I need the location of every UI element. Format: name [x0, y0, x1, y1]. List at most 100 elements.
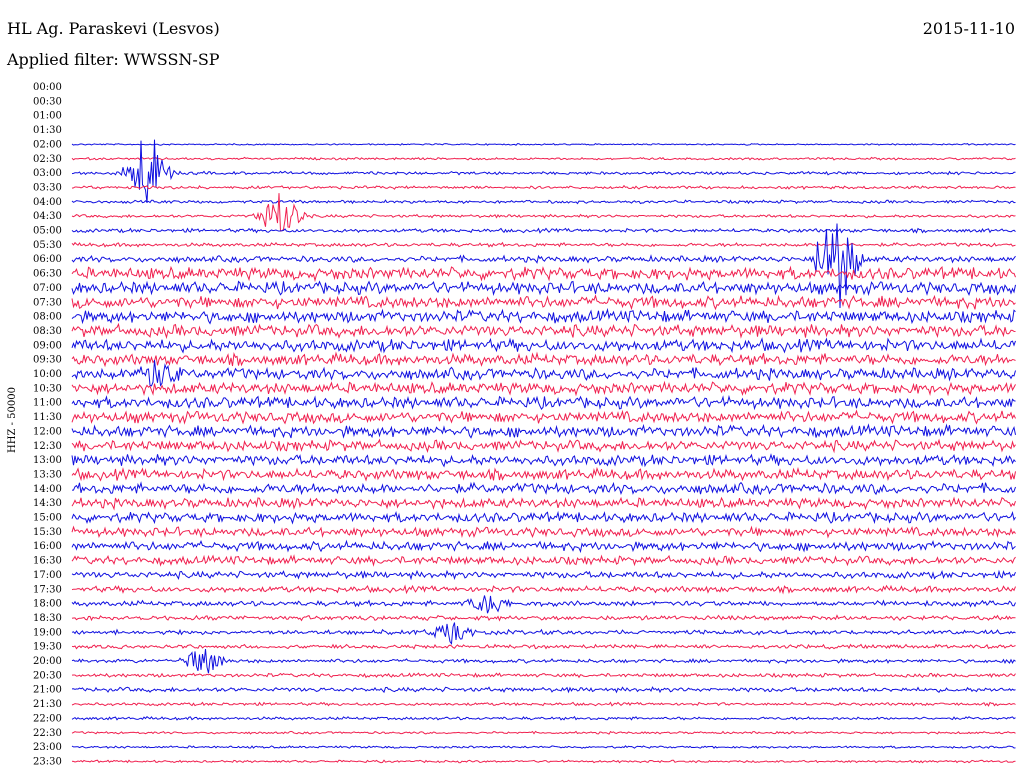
time-tick-label: 04:00 — [33, 197, 62, 208]
time-tick-label: 12:00 — [33, 426, 62, 437]
y-axis-label: HHZ - 50000 — [7, 387, 18, 453]
time-tick-label: 20:30 — [33, 670, 62, 681]
time-tick-label: 01:00 — [33, 111, 62, 122]
time-tick-label: 00:30 — [33, 96, 62, 107]
trace-row-1200 — [71, 423, 1016, 439]
time-tick-label: 18:00 — [33, 599, 62, 610]
trace-row-1600 — [71, 539, 1016, 554]
time-tick-label: 23:30 — [33, 756, 62, 767]
trace-row-1900 — [71, 622, 1016, 646]
time-tick-label: 02:00 — [33, 139, 62, 150]
trace-row-0800 — [71, 307, 1016, 325]
time-tick-label: 02:30 — [33, 154, 62, 165]
time-tick-label: 00:00 — [33, 82, 62, 93]
trace-row-1800 — [71, 595, 1016, 614]
trace-row-1430 — [71, 496, 1016, 511]
trace-row-1700 — [71, 569, 1016, 581]
trace-row-1500 — [71, 510, 1016, 525]
time-tick-label: 09:30 — [33, 355, 62, 366]
time-tick-label: 13:00 — [33, 455, 62, 466]
time-tick-label: 13:30 — [33, 469, 62, 480]
trace-row-2330 — [71, 759, 1016, 764]
time-tick-labels: 00:00 00:30 01:00 01:30 02:00 02:30 03:00 03:30… — [33, 82, 62, 767]
time-tick-label: 20:00 — [33, 656, 62, 667]
time-tick-label: 08:30 — [33, 326, 62, 337]
time-tick-label: 10:00 — [33, 369, 62, 380]
trace-row-0330 — [71, 184, 1016, 191]
trace-row-0630 — [71, 265, 1016, 283]
station-title: HL Ag. Paraskevi (Lesvos) — [7, 19, 220, 38]
trace-row-2030 — [71, 672, 1016, 679]
trace-row-1530 — [71, 525, 1016, 539]
time-tick-label: 06:30 — [33, 269, 62, 280]
trace-row-2200 — [71, 715, 1016, 721]
time-tick-label: 22:30 — [33, 728, 62, 739]
trace-row-2230 — [71, 730, 1016, 735]
trace-row-2000 — [71, 648, 1016, 674]
trace-row-1330 — [71, 466, 1016, 482]
trace-row-0730 — [71, 294, 1016, 311]
time-tick-label: 17:30 — [33, 584, 62, 595]
trace-row-0300 — [71, 139, 1016, 203]
time-tick-label: 16:30 — [33, 556, 62, 567]
trace-row-2100 — [71, 686, 1016, 694]
time-tick-label: 06:00 — [33, 254, 62, 265]
time-tick-label: 14:00 — [33, 484, 62, 495]
time-tick-label: 07:00 — [33, 283, 62, 294]
time-tick-label: 10:30 — [33, 383, 62, 394]
time-tick-label: 04:30 — [33, 211, 62, 222]
time-tick-label: 21:00 — [33, 685, 62, 696]
trace-row-0600 — [71, 223, 1016, 309]
time-tick-label: 01:30 — [33, 125, 62, 136]
trace-row-0230 — [71, 156, 1016, 161]
time-tick-label: 14:30 — [33, 498, 62, 509]
trace-row-2300 — [71, 745, 1016, 749]
time-tick-label: 17:00 — [33, 570, 62, 581]
time-tick-label: 05:00 — [33, 226, 62, 237]
filter-label: Applied filter: WWSSN-SP — [7, 50, 220, 69]
trace-row-0700 — [71, 280, 1016, 297]
trace-row-0430 — [71, 193, 1016, 232]
time-tick-label: 05:30 — [33, 240, 62, 251]
time-tick-label: 19:00 — [33, 627, 62, 638]
trace-row-0500 — [71, 227, 1016, 234]
time-tick-label: 15:00 — [33, 513, 62, 524]
time-tick-label: 21:30 — [33, 699, 62, 710]
time-tick-label: 03:00 — [33, 168, 62, 179]
trace-row-1030 — [71, 380, 1016, 397]
time-tick-label: 09:00 — [33, 340, 62, 351]
time-tick-label: 11:30 — [33, 412, 62, 423]
trace-row-1630 — [71, 554, 1016, 567]
trace-row-1130 — [71, 409, 1016, 425]
trace-row-2130 — [71, 701, 1016, 707]
time-tick-label: 12:30 — [33, 441, 62, 452]
trace-row-0530 — [71, 241, 1016, 248]
trace-row-1230 — [71, 438, 1016, 454]
trace-row-1100 — [71, 394, 1016, 411]
time-tick-label: 16:00 — [33, 541, 62, 552]
trace-row-0830 — [71, 322, 1016, 340]
time-tick-label: 03:30 — [33, 182, 62, 193]
time-tick-label: 22:00 — [33, 713, 62, 724]
trace-row-1400 — [72, 481, 1016, 496]
trace-row-0900 — [71, 337, 1016, 354]
time-tick-label: 08:00 — [33, 312, 62, 323]
time-tick-label: 15:30 — [33, 527, 62, 538]
trace-row-1730 — [71, 584, 1016, 595]
time-tick-label: 11:00 — [33, 398, 62, 409]
trace-row-0400 — [71, 199, 1016, 205]
trace-row-1830 — [71, 614, 1016, 622]
y-axis-label-group: HHZ - 50000 — [7, 387, 18, 453]
trace-row-0200 — [71, 142, 1016, 146]
trace-row-1300 — [71, 453, 1016, 468]
trace-row-0930 — [71, 351, 1016, 368]
time-tick-label: 23:00 — [33, 742, 62, 753]
seismic-traces — [71, 139, 1016, 764]
trace-row-1930 — [71, 643, 1016, 650]
time-tick-label: 18:30 — [33, 613, 62, 624]
time-tick-label: 07:30 — [33, 297, 62, 308]
time-tick-label: 19:30 — [33, 642, 62, 653]
date-label: 2015-11-10 — [922, 19, 1015, 38]
trace-row-1000 — [71, 359, 1016, 387]
